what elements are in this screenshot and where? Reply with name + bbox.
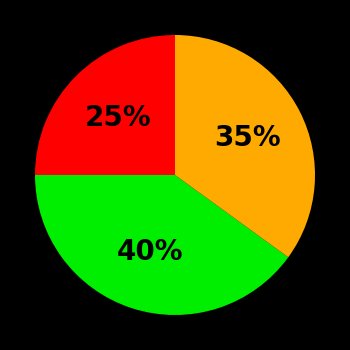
Wedge shape — [35, 35, 175, 175]
Text: 35%: 35% — [214, 124, 281, 152]
Wedge shape — [175, 35, 315, 257]
Text: 40%: 40% — [117, 238, 183, 266]
Wedge shape — [35, 175, 288, 315]
Text: 25%: 25% — [84, 104, 151, 132]
